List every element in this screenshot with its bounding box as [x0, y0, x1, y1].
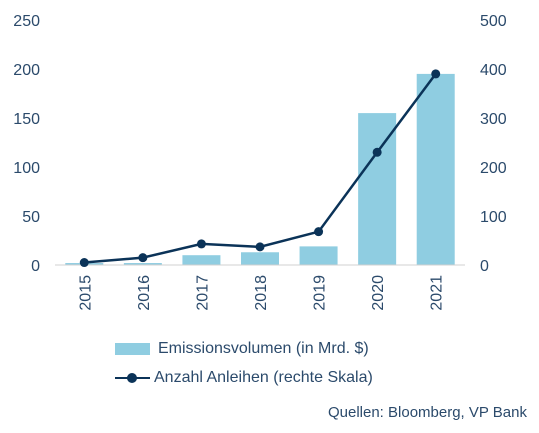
point-2020	[372, 147, 382, 157]
y-right-tick: 300	[480, 111, 507, 128]
legend-line-label: Anzahl Anleihen (rechte Skala)	[154, 369, 373, 386]
bar-2020	[358, 113, 397, 265]
y-right-tick: 0	[480, 258, 489, 275]
x-tick: 2018	[253, 275, 270, 311]
legend-line-swatch	[115, 371, 150, 385]
legend-bar-label: Emissionsvolumen (in Mrd. $)	[158, 340, 369, 357]
point-2015	[79, 258, 89, 268]
y-left-tick: 100	[13, 160, 40, 177]
point-2018	[255, 242, 265, 252]
legend-line-item: Anzahl Anleihen (rechte Skala)	[115, 366, 445, 390]
x-tick: 2019	[312, 275, 329, 311]
x-tick: 2016	[136, 275, 153, 311]
y-right-tick: 100	[480, 209, 507, 226]
y-left-tick: 150	[13, 111, 40, 128]
bar-2021	[416, 73, 455, 266]
y-right-tick: 400	[480, 62, 507, 79]
x-tick: 2015	[77, 275, 94, 311]
y-left-tick: 250	[13, 13, 40, 30]
point-2017	[196, 239, 206, 249]
point-2016	[138, 253, 148, 263]
y-left-tick: 0	[31, 258, 40, 275]
legend-bar-item: Emissionsvolumen (in Mrd. $)	[115, 337, 445, 361]
bar-2019	[299, 246, 338, 265]
bar-2018	[241, 252, 279, 265]
legend-bar-swatch	[115, 343, 150, 355]
line-series	[79, 69, 441, 268]
x-tick: 2017	[194, 275, 211, 311]
x-tick: 2020	[370, 275, 387, 311]
x-tick: 2021	[429, 275, 446, 311]
y-left-tick: 50	[22, 209, 40, 226]
y-left-tick: 200	[13, 62, 40, 79]
bar-2016	[123, 263, 162, 265]
bar-2017	[182, 255, 221, 265]
y-right-tick: 500	[480, 13, 507, 30]
point-2019	[314, 227, 324, 237]
point-2021	[431, 69, 441, 79]
tick-labels: 0 50 100 150 200 250 0 100 200 300 400 500 2015 2016 2…	[13, 13, 507, 311]
bar-series	[65, 73, 455, 266]
combo-chart: 0 50 100 150 200 250 0 100 200 300 400 500 2015 2016 2…	[13, 13, 507, 311]
source-note: Quellen: Bloomberg, VP Bank	[327, 404, 527, 421]
y-right-tick: 200	[480, 160, 507, 177]
